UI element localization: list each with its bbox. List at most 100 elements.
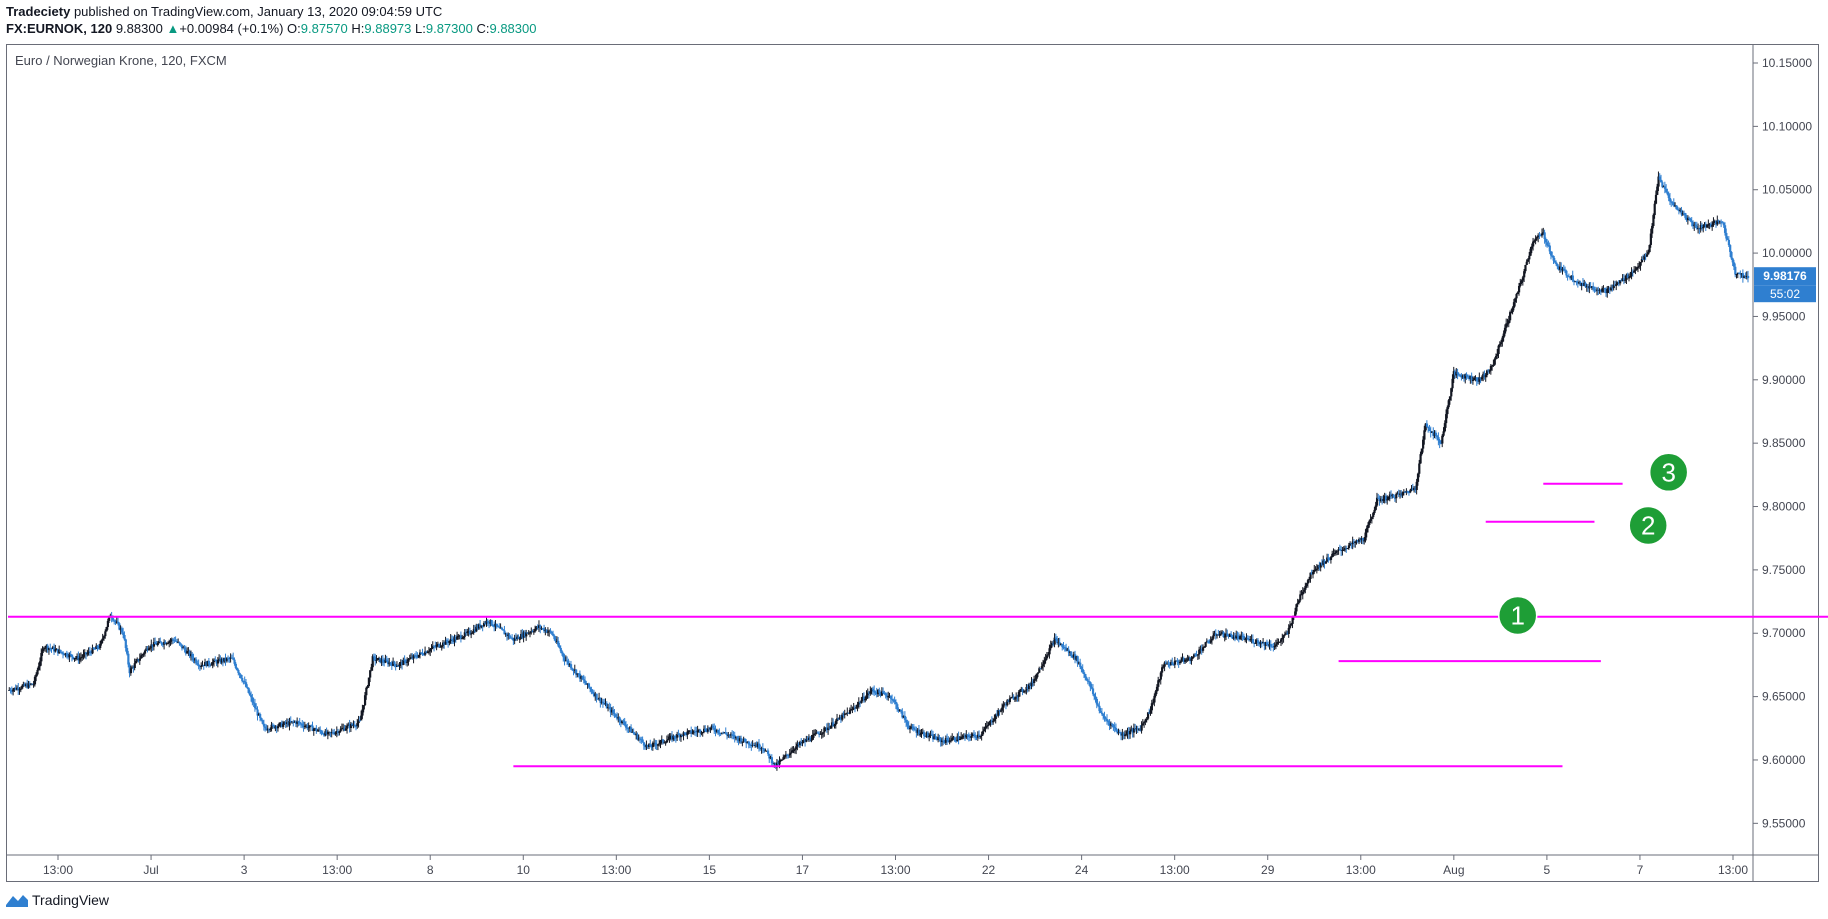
y-tick-label: 9.80000	[1762, 500, 1806, 514]
x-tick-label: 5	[1544, 863, 1551, 877]
candle-body	[514, 637, 518, 640]
candle-body	[1521, 277, 1525, 281]
candle-body	[774, 762, 777, 768]
candle-body	[1355, 540, 1358, 542]
candle-body	[1276, 642, 1279, 645]
candle-body	[1295, 604, 1298, 612]
candle-body	[136, 659, 139, 661]
candle-body	[1187, 657, 1191, 660]
candle-body	[1363, 540, 1366, 542]
candle-body	[1150, 703, 1153, 711]
candle-body	[521, 633, 524, 638]
candle-body	[1520, 280, 1523, 284]
candle-body	[1700, 224, 1704, 229]
candle-body	[893, 699, 896, 703]
candle-body	[1459, 374, 1462, 377]
candle-body	[1351, 541, 1354, 545]
candle-body	[900, 709, 903, 712]
candle-body	[64, 653, 67, 656]
candle-body	[1731, 258, 1734, 263]
candle-body	[781, 759, 784, 761]
candle-body	[1090, 687, 1093, 689]
candle-body	[410, 657, 413, 659]
candle-body	[660, 739, 663, 741]
candle-body	[321, 733, 324, 735]
candle-body	[917, 729, 921, 735]
candle-body	[618, 717, 621, 722]
candle-body	[282, 724, 285, 727]
candle-body	[1381, 499, 1384, 502]
candle-body	[1541, 233, 1544, 236]
candle-body	[86, 653, 89, 655]
candle-body	[1579, 281, 1582, 286]
candle-body	[811, 734, 814, 740]
candle-body	[440, 645, 443, 647]
chart-frame[interactable]	[6, 44, 1819, 882]
candle-body	[475, 626, 478, 632]
candle-body	[23, 684, 26, 686]
candle-body	[215, 661, 218, 664]
candle-body	[978, 734, 981, 737]
candle-body	[173, 640, 176, 642]
candle-body	[541, 628, 544, 630]
candle-body	[717, 729, 720, 733]
candle-body	[1745, 275, 1748, 277]
candle-body	[1393, 497, 1397, 499]
candle-body	[1555, 262, 1558, 264]
candle-body	[69, 654, 72, 656]
candle-body	[1402, 491, 1406, 493]
candle-body	[74, 657, 78, 659]
candle-body	[733, 735, 736, 739]
candle-body	[1493, 358, 1496, 365]
candle-body	[546, 631, 550, 633]
candle-body	[1268, 644, 1271, 647]
candle-body	[664, 742, 667, 744]
candle-body	[209, 664, 212, 666]
candle-body	[1410, 488, 1413, 491]
candle-body	[874, 692, 877, 694]
candle-body	[726, 733, 729, 736]
candle-body	[907, 725, 910, 729]
candle-body	[1562, 268, 1565, 270]
candle-body	[352, 724, 355, 726]
symbol-label[interactable]: FX:EURNOK, 120	[6, 21, 113, 36]
candle-body	[1281, 637, 1284, 640]
candle-body	[1180, 660, 1183, 662]
candle-body	[737, 738, 740, 742]
candle-body	[1011, 696, 1014, 698]
candle-body	[743, 738, 747, 742]
candle-body	[1510, 312, 1513, 314]
candle-body	[404, 659, 408, 663]
candle-body	[119, 628, 122, 630]
tradingview-logo[interactable]: TradingView	[6, 892, 109, 908]
candle-body	[554, 638, 557, 642]
candle-body	[760, 748, 763, 750]
candle-body	[723, 732, 726, 734]
candle-body	[1406, 491, 1409, 493]
candle-body	[251, 697, 254, 703]
candle-body	[1097, 704, 1100, 706]
candle-body	[614, 714, 617, 717]
candle-body	[891, 698, 894, 700]
candle-body	[1546, 242, 1549, 246]
candle-body	[1349, 543, 1352, 546]
candle-body	[658, 743, 661, 745]
candle-body	[1549, 251, 1553, 256]
candle-body	[218, 658, 221, 661]
candle-body	[663, 742, 666, 744]
candle-body	[102, 636, 106, 639]
candle-body	[898, 709, 901, 711]
candle-body	[659, 740, 662, 744]
candle-body	[788, 753, 791, 756]
candle-body	[1208, 642, 1211, 644]
candle-body	[673, 735, 676, 738]
x-tick-label: 7	[1637, 863, 1644, 877]
candle-body	[1080, 666, 1083, 670]
candle-body	[736, 736, 739, 739]
candle-body	[1214, 633, 1217, 636]
candle-body	[1034, 678, 1037, 680]
candle-body	[418, 652, 422, 655]
candle-body	[1744, 276, 1747, 278]
candle-body	[581, 676, 584, 680]
